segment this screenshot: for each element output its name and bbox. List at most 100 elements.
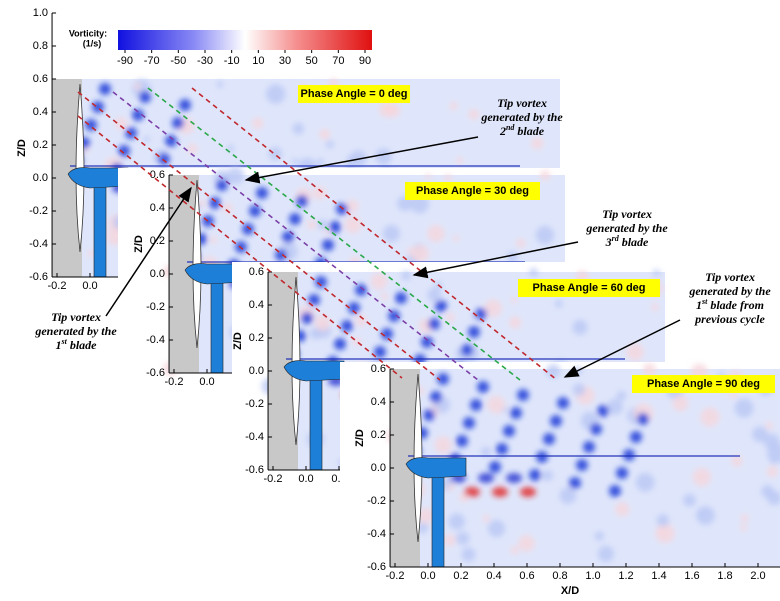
x-tick-label: 0.4 (486, 570, 501, 582)
vortex (99, 83, 111, 95)
vortex (590, 423, 602, 435)
y-tick-label: -0.4 (245, 431, 264, 443)
ordinal-number: 1 (55, 338, 61, 352)
annotation-text: blade (517, 124, 544, 138)
vortex (118, 145, 130, 157)
vortex (456, 435, 468, 447)
colorbar-tick-label: -30 (197, 55, 213, 67)
vortex (308, 294, 320, 306)
vortex (489, 461, 501, 473)
noise (765, 421, 773, 430)
x-tick-label: -0.2 (165, 376, 184, 388)
noise (555, 299, 563, 308)
noise (480, 446, 492, 457)
y-tick-label: 0.0 (371, 462, 386, 474)
noise (461, 547, 476, 562)
ordinal-suffix: st (701, 297, 708, 306)
y-tick-label: -0.4 (29, 238, 48, 250)
noise (314, 315, 331, 331)
vortex (630, 431, 642, 443)
x-tick-label: -0.2 (48, 280, 67, 292)
vortex (597, 405, 609, 417)
colorbar-tick-label: 10 (252, 55, 264, 67)
annotation: generated by the (585, 221, 668, 235)
noise (448, 513, 465, 530)
noise (651, 303, 659, 312)
overlay (77, 87, 558, 381)
noise (597, 545, 615, 563)
annotation: 1st blade (55, 337, 97, 352)
annotation: generated by the (480, 110, 563, 124)
vortex (421, 336, 433, 348)
y-tick-label: 0.2 (150, 235, 165, 247)
noise (417, 507, 434, 525)
y-tick-label: 0.4 (249, 299, 264, 311)
y-tick-label: 1.0 (33, 7, 48, 19)
vortex (470, 399, 482, 411)
vortex (322, 239, 334, 251)
noise (572, 319, 588, 335)
phase-label: Phase Angle = 30 deg (416, 185, 529, 197)
annotation-arrow (244, 136, 479, 184)
phase-box (298, 85, 410, 103)
noise (209, 236, 218, 244)
annotation: Tip vortex (602, 207, 652, 221)
colorbar: Vorticity: (1/s) -90 -70 -50 -30 -10 10 30 50 70… (69, 28, 372, 67)
vortex (158, 153, 170, 165)
noise (291, 158, 298, 165)
x-tick-label: 1.0 (585, 570, 600, 582)
noise (531, 137, 544, 150)
noise (316, 158, 325, 167)
noise (559, 487, 577, 505)
vortex (430, 391, 442, 403)
x-tick-label: 0.0 (298, 473, 313, 485)
annotation-arrow (412, 241, 579, 279)
y-tick-label: -0.6 (367, 561, 386, 573)
x-axis-label: X/D (561, 585, 579, 597)
vortex (381, 328, 393, 340)
noise (187, 143, 198, 155)
noise (484, 299, 502, 318)
noise (740, 514, 749, 523)
noise (697, 511, 704, 518)
x-tick-label: 1.6 (684, 570, 699, 582)
noise (635, 472, 655, 492)
nacelle (405, 457, 467, 479)
phase-box (632, 375, 775, 393)
noise (307, 219, 317, 230)
noise (143, 135, 150, 143)
colorbar-unit: (1/s) (83, 38, 102, 48)
x-tick-label: 0.6 (519, 570, 534, 582)
noise (456, 156, 464, 165)
y-tick-label: 0.4 (33, 106, 48, 118)
noise (655, 523, 675, 543)
vortex (125, 127, 137, 139)
noise (292, 122, 305, 135)
ordinal-suffix: rd (612, 234, 620, 243)
noise (411, 244, 429, 263)
noise (134, 82, 142, 90)
vortex (557, 397, 569, 409)
vortex (616, 467, 628, 479)
y-tick-label: 0.4 (371, 396, 386, 408)
noise (482, 514, 491, 523)
colorbar-tick-label: -90 (117, 55, 133, 67)
vortex (179, 99, 191, 111)
colorbar-tick-label: 70 (332, 55, 344, 67)
vortex (296, 195, 308, 207)
annotation: previous cycle (694, 312, 765, 326)
y-axis-label: Z/D (354, 429, 366, 447)
vortex (637, 413, 649, 425)
x-tick-label: 0.0 (420, 570, 435, 582)
noise (692, 467, 712, 487)
x-tick-label: 2.0 (750, 570, 765, 582)
x-tick-label: 0.2 (453, 570, 468, 582)
noise (734, 398, 754, 418)
y-tick-label: 0.2 (371, 429, 386, 441)
shear (520, 487, 536, 497)
vortex (355, 284, 367, 296)
vortex (569, 477, 581, 489)
noise (767, 490, 780, 506)
noise (380, 292, 389, 301)
